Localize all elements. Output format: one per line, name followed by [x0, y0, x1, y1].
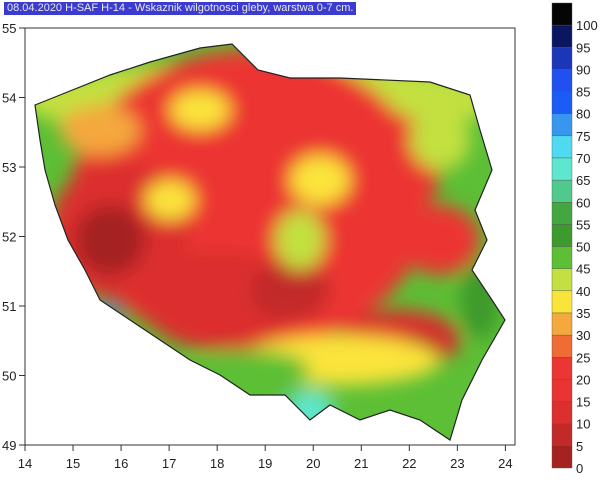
x-tick-label: 18 [210, 456, 224, 471]
x-tick-label: 14 [18, 456, 32, 471]
legend-label: 65 [576, 173, 590, 188]
legend-swatch [551, 91, 573, 114]
moisture-zone [60, 105, 140, 155]
legend-label: 95 [576, 40, 590, 55]
moisture-zone [145, 180, 195, 220]
legend-swatch [551, 312, 573, 336]
map-title: 08.04.2020 H-SAF H-14 - Wskaznik wilgotn… [4, 2, 357, 15]
legend-swatch [551, 268, 573, 292]
x-tick-label: 20 [306, 456, 320, 471]
legend-swatch [551, 423, 573, 447]
legend-label: 70 [576, 151, 590, 166]
legend-swatch [551, 445, 573, 469]
legend-label: 10 [576, 417, 590, 432]
y-tick-label: 52 [2, 230, 16, 245]
legend-swatch [551, 2, 573, 26]
legend-label: 60 [576, 195, 590, 210]
x-tick-label: 21 [354, 456, 368, 471]
moisture-zone [275, 210, 325, 270]
legend-label: 35 [576, 306, 590, 321]
legend-label: 85 [576, 85, 590, 100]
legend-swatch [551, 157, 573, 181]
legend-label: 20 [576, 372, 590, 387]
y-tick-label: 51 [2, 299, 16, 314]
y-tick-label: 53 [2, 160, 16, 175]
legend-swatch [551, 24, 573, 48]
legend-label: 75 [576, 129, 590, 144]
legend-swatch [551, 379, 573, 402]
legend-label: 5 [576, 439, 583, 454]
moisture-zone [170, 90, 230, 130]
moisture-zone [400, 205, 480, 275]
legend-swatch [551, 135, 573, 159]
legend-swatch [551, 113, 573, 137]
y-tick-label: 55 [2, 21, 16, 36]
legend-label: 55 [576, 217, 590, 232]
legend-label: 45 [576, 262, 590, 277]
legend-label: 40 [576, 284, 590, 299]
legend-swatch [551, 334, 573, 358]
y-tick-label: 49 [2, 438, 16, 453]
x-tick-label: 19 [258, 456, 272, 471]
x-tick-label: 17 [162, 456, 176, 471]
legend-swatch [551, 179, 573, 203]
legend-label: 90 [576, 62, 590, 77]
legend-swatch [551, 69, 573, 92]
legend-label: 0 [576, 461, 583, 476]
legend-swatch [551, 246, 573, 269]
poland-border [34, 43, 506, 441]
x-tick-label: 15 [66, 456, 80, 471]
legend-swatch [551, 224, 573, 247]
x-tick-label: 16 [114, 456, 128, 471]
legend-swatch [551, 357, 573, 380]
legend-label: 30 [576, 328, 590, 343]
legend-label: 100 [576, 18, 598, 33]
legend-swatch [551, 202, 573, 225]
moisture-zone [290, 155, 350, 205]
moisture-zone [75, 205, 145, 275]
moisture-zone [410, 110, 470, 170]
x-tick-label: 23 [450, 456, 464, 471]
legend-swatch [551, 401, 573, 424]
y-tick-label: 50 [2, 369, 16, 384]
legend-label: 50 [576, 240, 590, 255]
color-legend: 1009590858075706560555045403530252015105… [551, 2, 598, 476]
x-tick-label: 22 [402, 456, 416, 471]
x-tick-label: 24 [498, 456, 512, 471]
legend-swatch [551, 290, 573, 314]
legend-label: 25 [576, 350, 590, 365]
legend-label: 80 [576, 107, 590, 122]
legend-label: 15 [576, 395, 590, 410]
moisture-zone [250, 260, 330, 320]
legend-swatch [551, 47, 573, 70]
y-tick-label: 54 [2, 91, 16, 106]
